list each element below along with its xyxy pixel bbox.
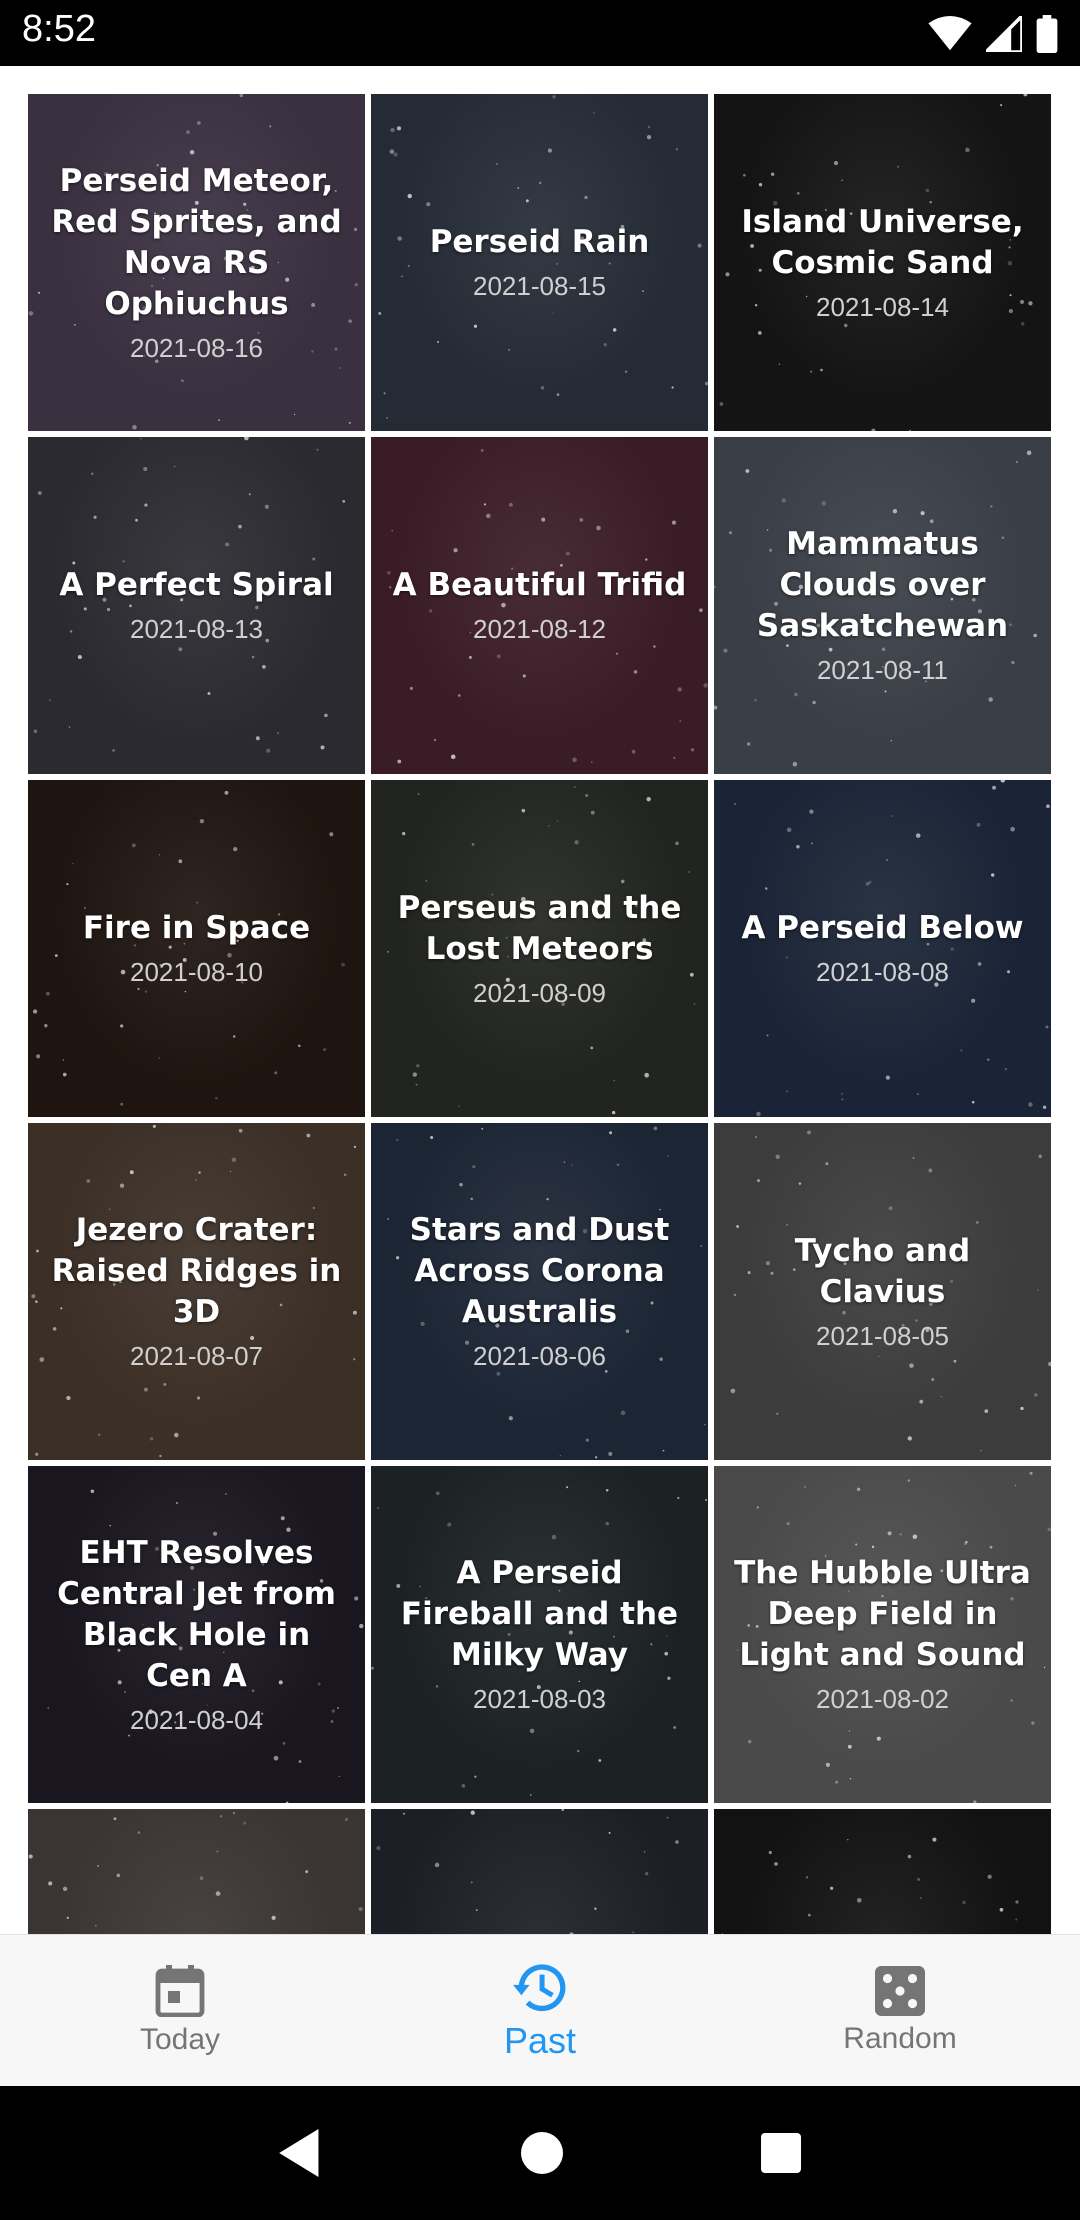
calendar-icon [155, 1964, 205, 2017]
history-icon [513, 1963, 566, 2011]
tile-date: 2021-08-02 [816, 1684, 949, 1714]
tile-date: 2021-08-08 [816, 957, 949, 987]
apod-tile[interactable]: A Perfect Spiral 2021-08-13 [28, 437, 365, 774]
wifi-icon [928, 16, 972, 51]
tile-title: Jezero Crater: Raised Ridges in 3D [51, 1212, 342, 1330]
apod-tile[interactable] [28, 1809, 365, 1934]
home-icon[interactable] [521, 2132, 563, 2174]
apod-tile[interactable]: Perseid Meteor, Red Sprites, and Nova RS… [28, 94, 365, 431]
tile-title: The Hubble Ultra Deep Field in Light and… [734, 1555, 1031, 1673]
recents-icon[interactable] [761, 2133, 801, 2173]
tile-date: 2021-08-15 [473, 271, 606, 301]
past-grid-screen: Perseid Meteor, Red Sprites, and Nova RS… [0, 66, 1080, 1934]
dice-icon [875, 1965, 925, 2016]
nav-random[interactable]: Random [720, 1935, 1080, 2086]
tile-title: Perseus and the Lost Meteors [397, 889, 682, 967]
apod-tile[interactable]: Tycho and Clavius 2021-08-05 [714, 1123, 1051, 1460]
apod-tile[interactable]: Stars and Dust Across Corona Australis 20… [371, 1123, 708, 1460]
tile-date: 2021-08-06 [473, 1341, 606, 1371]
nav-past[interactable]: Past [360, 1935, 720, 2086]
tile-title: A Beautiful Trifid [392, 567, 687, 603]
tile-date: 2021-08-09 [473, 977, 606, 1008]
tile-date: 2021-08-04 [130, 1704, 263, 1735]
apod-tile[interactable]: Perseid Rain 2021-08-15 [371, 94, 708, 431]
tile-title: Stars and Dust Across Corona Australis [409, 1212, 670, 1330]
tile-title: A Perseid Fireball and the Milky Way [400, 1555, 679, 1673]
nav-random-label: Random [843, 2021, 957, 2055]
status-icons [928, 14, 1058, 54]
nav-past-label: Past [503, 2019, 577, 2061]
tile-image [28, 1812, 363, 1927]
bottom-navigation: Today Past Random [0, 1934, 1080, 2086]
cell-signal-icon [986, 16, 1022, 52]
tile-title: Fire in Space [82, 910, 311, 946]
apod-tile[interactable]: Island Universe, Cosmic Sand 2021-08-14 [714, 94, 1051, 431]
back-icon[interactable] [279, 2129, 323, 2177]
apod-tile[interactable]: Perseus and the Lost Meteors 2021-08-09 [371, 780, 708, 1117]
tile-date: 2021-08-07 [130, 1341, 263, 1371]
apod-tile[interactable] [714, 1809, 1051, 1934]
apod-tile[interactable]: A Perseid Fireball and the Milky Way 2021… [371, 1466, 708, 1803]
tile-date: 2021-08-13 [130, 614, 263, 644]
tile-date: 2021-08-14 [816, 291, 949, 322]
apod-grid: Perseid Meteor, Red Sprites, and Nova RS… [28, 94, 1052, 1934]
apod-tile[interactable]: Mammatus Clouds over Saskatchewan 2021-08… [714, 437, 1051, 774]
tile-title: Tycho and Clavius [794, 1232, 971, 1310]
tile-date: 2021-08-11 [816, 655, 949, 685]
system-navigation-bar [0, 2086, 1080, 2220]
battery-icon [1036, 15, 1058, 53]
tile-image [721, 1837, 1019, 1934]
tile-title: Perseid Rain [429, 224, 650, 260]
tile-title: EHT Resolves Central Jet from Black Hole… [57, 1534, 336, 1694]
tile-date: 2021-08-16 [130, 332, 263, 363]
tile-date: 2021-08-10 [130, 957, 263, 987]
apod-tile[interactable]: A Perseid Below 2021-08-08 [714, 780, 1051, 1117]
nav-today-label: Today [139, 2022, 221, 2056]
apod-tile[interactable]: Jezero Crater: Raised Ridges in 3D 2021-0… [28, 1123, 365, 1460]
apod-tile[interactable]: A Beautiful Trifid 2021-08-12 [371, 437, 708, 774]
tile-title: Island Universe, Cosmic Sand [741, 203, 1024, 281]
tile-title: Perseid Meteor, Red Sprites, and Nova RS… [51, 162, 342, 322]
tile-title: A Perfect Spiral [59, 567, 334, 603]
tile-date: 2021-08-12 [473, 614, 606, 644]
nav-today[interactable]: Today [0, 1935, 360, 2086]
tile-date: 2021-08-05 [816, 1320, 949, 1351]
tile-image [376, 1809, 679, 1934]
apod-tile[interactable]: The Hubble Ultra Deep Field in Light and… [714, 1466, 1051, 1803]
status-time: 8:52 [22, 8, 96, 50]
apod-tile[interactable]: EHT Resolves Central Jet from Black Hole… [28, 1466, 365, 1803]
status-bar: 8:52 [0, 0, 1080, 66]
tile-title: A Perseid Below [741, 910, 1024, 946]
tile-title: Mammatus Clouds over Saskatchewan [756, 526, 1009, 644]
apod-tile[interactable]: Fire in Space 2021-08-10 [28, 780, 365, 1117]
tile-date: 2021-08-03 [473, 1684, 606, 1714]
apod-tile[interactable] [371, 1809, 708, 1934]
